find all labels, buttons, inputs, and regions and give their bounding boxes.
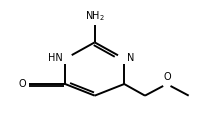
Text: NH$_2$: NH$_2$ <box>85 9 105 23</box>
Text: HN: HN <box>48 53 62 63</box>
Text: O: O <box>163 72 171 82</box>
Text: O: O <box>18 79 26 89</box>
Text: N: N <box>127 53 134 63</box>
